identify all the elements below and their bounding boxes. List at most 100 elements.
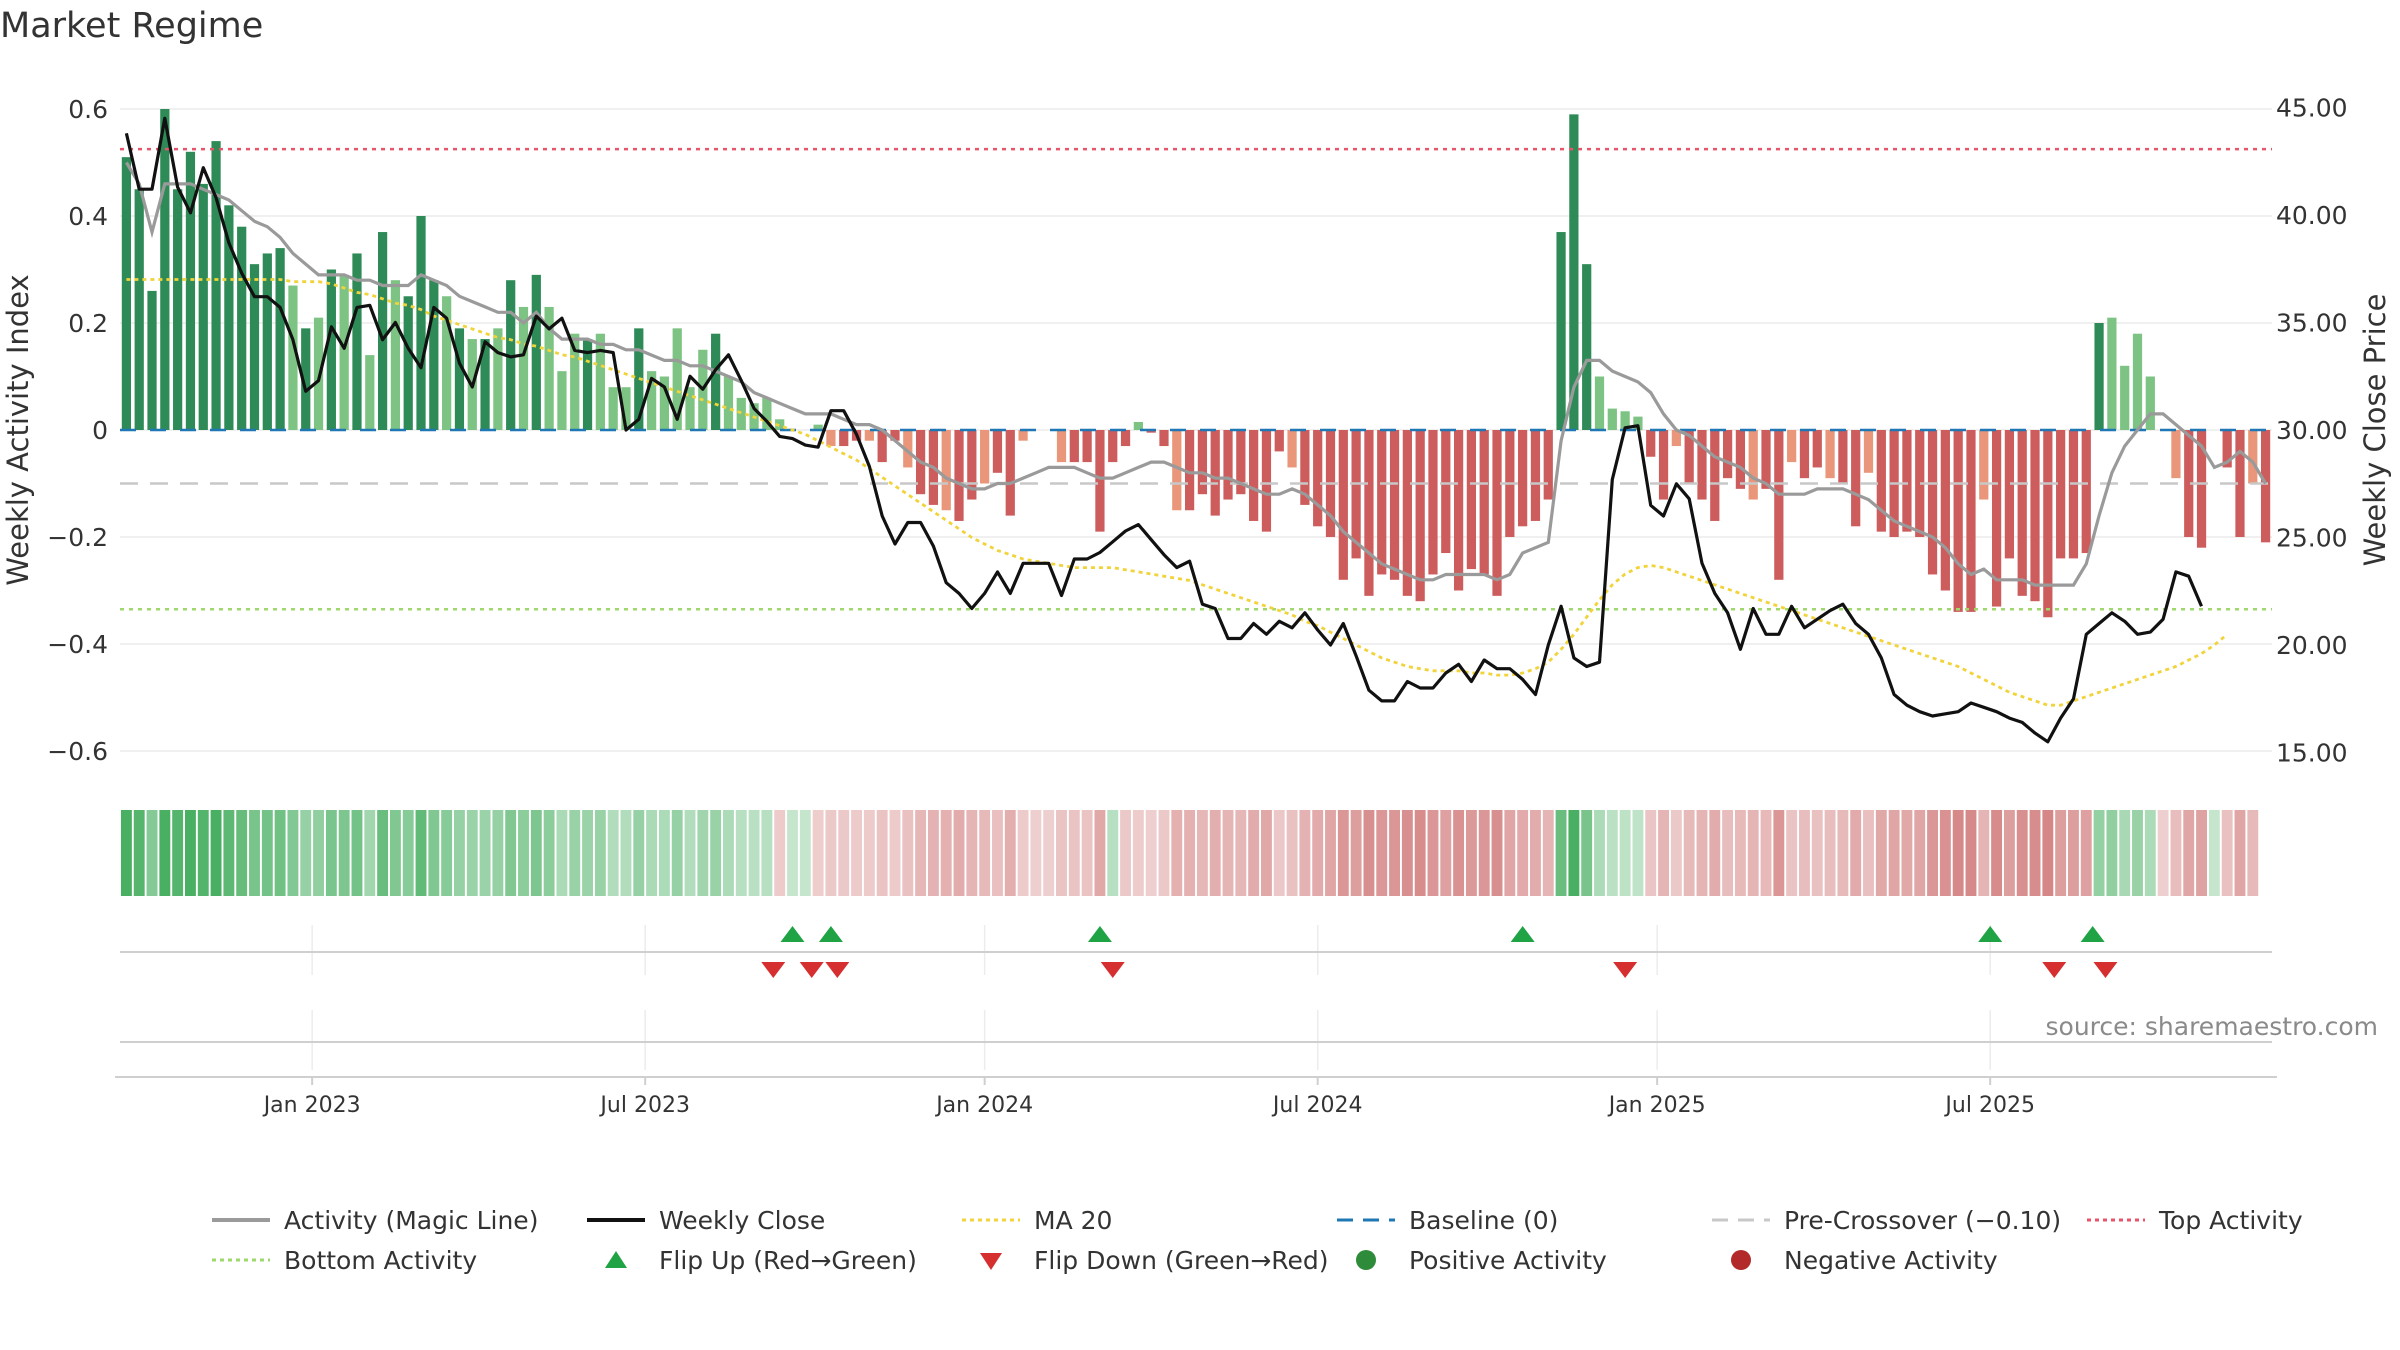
activity-bar bbox=[980, 430, 990, 484]
ribbon-cell bbox=[2016, 810, 2028, 896]
x-tick-label: Jan 2025 bbox=[1607, 1093, 1706, 1118]
ribbon-cell bbox=[992, 810, 1003, 896]
green-dotted-line-icon bbox=[210, 1245, 272, 1275]
activity-bar bbox=[211, 141, 221, 430]
activity-bar bbox=[1722, 430, 1733, 479]
ribbon-cell bbox=[1837, 810, 1849, 896]
activity-bar bbox=[723, 376, 734, 430]
yellow-dotted-line-icon bbox=[960, 1205, 1022, 1235]
activity-bar bbox=[1582, 264, 1592, 430]
ribbon-cell bbox=[159, 810, 171, 896]
legend-label: Weekly Close bbox=[659, 1205, 826, 1235]
activity-bar bbox=[941, 430, 951, 511]
legend-label: Negative Activity bbox=[1784, 1245, 1998, 1275]
activity-bar bbox=[1428, 430, 1438, 575]
activity-bar bbox=[1479, 430, 1489, 575]
y2-tick-label: 30.00 bbox=[2276, 416, 2348, 445]
activity-bar bbox=[390, 280, 401, 430]
ribbon-cell bbox=[1517, 810, 1529, 896]
activity-bar bbox=[1530, 430, 1541, 521]
ribbon-cell bbox=[1248, 810, 1260, 896]
ribbon-cell bbox=[479, 810, 491, 896]
ribbon-cell bbox=[761, 810, 773, 896]
ribbon-cell bbox=[1196, 810, 1208, 896]
ribbon-cell bbox=[133, 810, 145, 896]
legend-label: Flip Down (Green→Red) bbox=[1034, 1245, 1329, 1275]
activity-bar bbox=[2145, 376, 2155, 430]
y2-tick-label: 35.00 bbox=[2276, 309, 2348, 338]
ribbon-cell bbox=[2003, 810, 2015, 896]
ribbon-cell bbox=[1299, 810, 1311, 896]
ribbon-cell bbox=[313, 810, 324, 896]
ribbon-cell bbox=[2029, 810, 2041, 896]
ribbon-cell bbox=[325, 810, 337, 896]
flip-up-marker bbox=[1510, 926, 1535, 942]
ribbon-cell bbox=[1043, 810, 1055, 896]
activity-bar bbox=[903, 430, 913, 468]
activity-bar bbox=[147, 290, 157, 430]
activity-bars bbox=[121, 109, 2271, 618]
ribbon-cell bbox=[1389, 810, 1400, 896]
activity-bar bbox=[224, 205, 234, 430]
activity-bar bbox=[429, 280, 439, 430]
ribbon-cell bbox=[594, 810, 606, 896]
legend-item-flip-up: Flip Up (Red→Green) bbox=[585, 1245, 960, 1275]
reference-lines bbox=[120, 147, 2272, 611]
activity-bar bbox=[480, 339, 490, 430]
ribbon-cell bbox=[620, 810, 632, 896]
ribbon-cell bbox=[697, 810, 709, 896]
ribbon-cell bbox=[351, 810, 363, 896]
ribbon-cell bbox=[671, 810, 683, 896]
flip-up-marker bbox=[1087, 926, 1112, 942]
activity-bar bbox=[1633, 416, 1643, 430]
ribbon-cell bbox=[2106, 810, 2118, 896]
ribbon-cell bbox=[1850, 810, 1862, 896]
activity-bar bbox=[1825, 430, 1835, 479]
activity-bar bbox=[1812, 430, 1822, 468]
ribbon-cell bbox=[876, 810, 888, 896]
source-note: source: sharemaestro.com bbox=[2045, 1012, 2379, 1041]
activity-bar bbox=[416, 216, 426, 430]
ribbon-cell bbox=[300, 810, 312, 896]
y-tick-label: −0.6 bbox=[47, 737, 108, 766]
activity-bar bbox=[890, 430, 900, 441]
activity-bar bbox=[1915, 430, 1925, 537]
x-tick-label: Jul 2025 bbox=[1943, 1093, 2035, 1118]
activity-bar bbox=[262, 253, 272, 430]
ribbon-cell bbox=[1120, 810, 1131, 896]
ribbon-cell bbox=[556, 810, 568, 896]
ribbon-cell bbox=[1068, 810, 1080, 896]
activity-bar bbox=[1338, 430, 1348, 580]
activity-bar bbox=[1351, 430, 1361, 559]
activity-bar bbox=[1300, 430, 1310, 505]
red-triangle-down-icon bbox=[960, 1245, 1022, 1275]
ribbon-cell bbox=[1683, 810, 1695, 896]
activity-bar bbox=[1953, 430, 1963, 612]
ribbon-cell bbox=[274, 810, 286, 896]
activity-bar bbox=[121, 157, 132, 430]
ribbon-cell bbox=[2132, 810, 2143, 896]
flip-up-marker bbox=[1978, 926, 2003, 942]
ribbon-cell bbox=[1696, 810, 1708, 896]
activity-bar bbox=[442, 296, 452, 430]
ribbon-cell bbox=[1081, 810, 1093, 896]
activity-bar bbox=[2120, 365, 2130, 430]
activity-bar bbox=[1377, 430, 1387, 575]
activity-bar bbox=[1902, 430, 1912, 532]
flip-down-marker bbox=[1613, 962, 1638, 978]
ribbon-cell bbox=[940, 810, 952, 896]
activity-bar bbox=[1236, 430, 1246, 495]
ribbon-cell bbox=[1312, 810, 1324, 896]
y-axis-left: −0.6 −0.4 −0.2 0 0.2 0.4 0.6 bbox=[47, 95, 108, 766]
ribbon-cell bbox=[1401, 810, 1413, 896]
activity-bar bbox=[1389, 430, 1400, 580]
activity-bar bbox=[1313, 430, 1323, 527]
ribbon-cell bbox=[787, 810, 798, 896]
activity-bar bbox=[646, 371, 657, 430]
ribbon-cell bbox=[1747, 810, 1759, 896]
activity-bar bbox=[1197, 430, 1208, 495]
ribbon-cell bbox=[1939, 810, 1951, 896]
activity-bar bbox=[544, 306, 554, 430]
activity-bar bbox=[518, 306, 529, 430]
activity-bar bbox=[1466, 430, 1477, 570]
